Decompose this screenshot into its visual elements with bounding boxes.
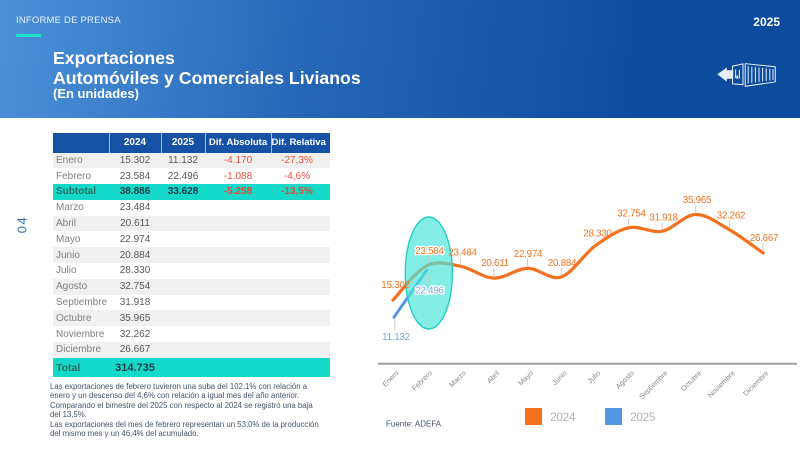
svg-text:Octubre: Octubre [679,369,703,393]
svg-text:31.918: 31.918 [649,213,678,224]
svg-text:Noviembre: Noviembre [706,369,737,400]
svg-text:Diciembre: Diciembre [741,369,770,398]
svg-text:26.667: 26.667 [750,233,778,244]
svg-text:Marzo: Marzo [447,369,467,389]
svg-text:Fuente: ADEFA: Fuente: ADEFA [386,420,442,429]
svg-text:32.262: 32.262 [717,211,745,222]
svg-text:Febrero: Febrero [410,369,434,393]
svg-text:15.302: 15.302 [381,280,409,291]
svg-text:Abril: Abril [485,368,502,385]
svg-text:Mayo: Mayo [516,369,535,388]
svg-text:28.330: 28.330 [583,229,612,240]
svg-text:23.484: 23.484 [448,248,477,259]
svg-text:11.132: 11.132 [382,332,410,343]
svg-text:23.584: 23.584 [415,246,444,257]
svg-text:Junio: Junio [550,369,569,388]
svg-text:Enero: Enero [380,369,400,389]
svg-text:35.965: 35.965 [683,195,712,206]
svg-text:Agosto: Agosto [614,369,636,391]
svg-text:Septiembre: Septiembre [637,369,669,401]
svg-text:Julio: Julio [585,369,602,386]
svg-text:22.496: 22.496 [415,285,444,296]
svg-text:20.611: 20.611 [481,258,509,269]
svg-text:22.974: 22.974 [514,249,543,260]
svg-text:32.754: 32.754 [617,209,646,220]
svg-text:20.884: 20.884 [548,258,577,269]
svg-text:2025: 2025 [630,410,656,424]
svg-text:2024: 2024 [550,410,576,424]
